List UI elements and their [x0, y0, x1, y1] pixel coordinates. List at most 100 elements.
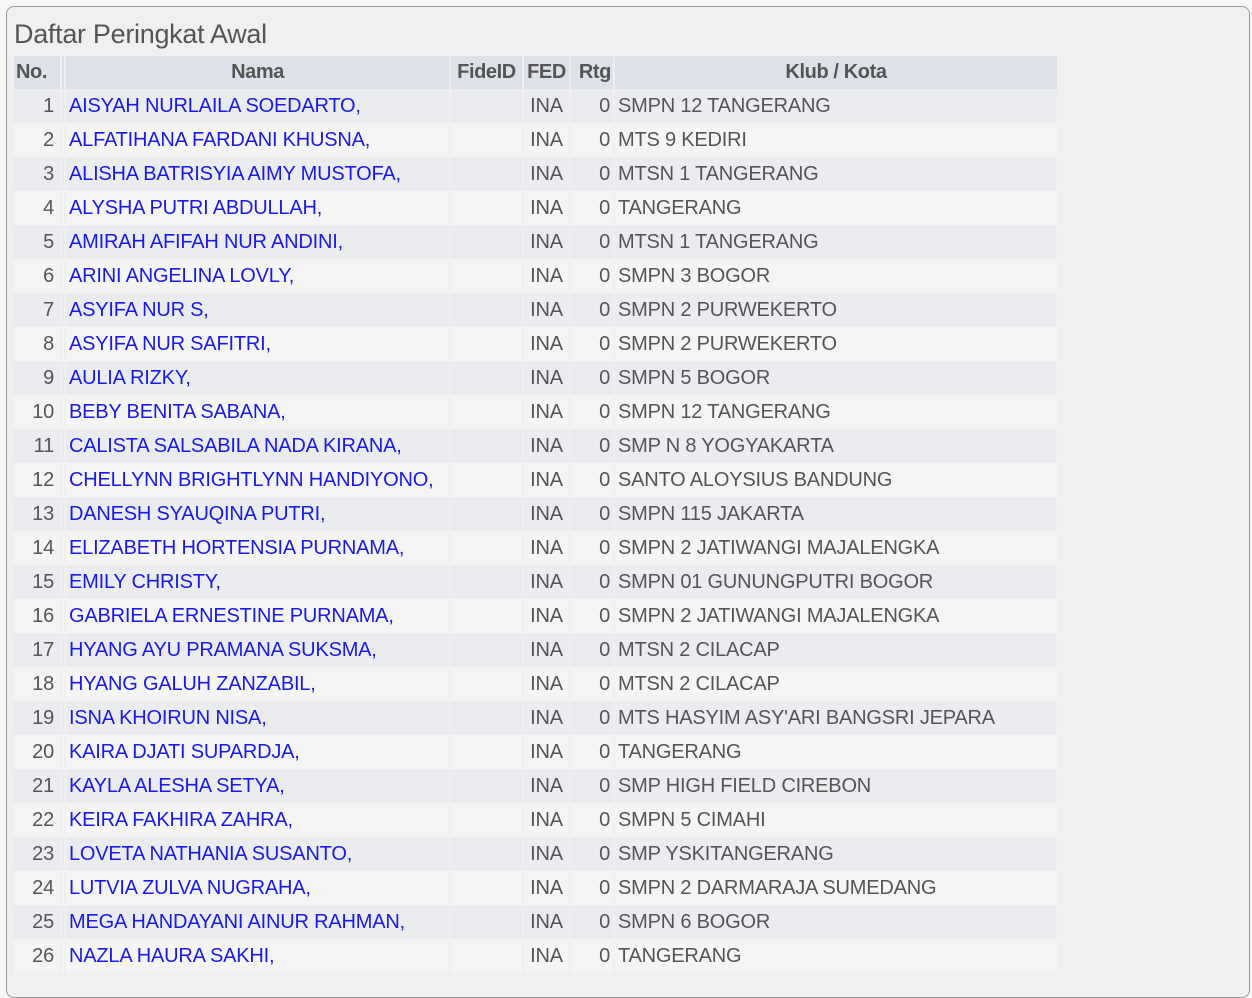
- ranking-table: No. Nama FideID FED Rtg Klub / Kota 1 AIS…: [12, 56, 1059, 973]
- player-link[interactable]: LUTVIA ZULVA NUGRAHA,: [69, 876, 311, 899]
- player-link[interactable]: MEGA HANDAYANI AINUR RAHMAN,: [69, 910, 405, 933]
- player-link[interactable]: AULIA RIZKY,: [69, 366, 191, 389]
- cell-fed: INA: [524, 497, 569, 531]
- cell-rtg: 0: [571, 939, 613, 973]
- cell-no: 8: [14, 327, 60, 361]
- player-link[interactable]: AISYAH NURLAILA SOEDARTO,: [69, 94, 361, 117]
- cell-club: SMPN 2 JATIWANGI MAJALENGKA: [615, 531, 1057, 565]
- cell-fed: INA: [524, 191, 569, 225]
- cell-spacer: [62, 531, 64, 565]
- player-link[interactable]: CALISTA SALSABILA NADA KIRANA,: [69, 434, 402, 457]
- cell-fed: INA: [524, 667, 569, 701]
- cell-club: SMPN 12 TANGERANG: [615, 89, 1057, 123]
- cell-fed: INA: [524, 157, 569, 191]
- player-link[interactable]: ASYIFA NUR SAFITRI,: [69, 332, 271, 355]
- cell-fideid: [451, 871, 522, 905]
- cell-rtg: 0: [571, 361, 613, 395]
- player-link[interactable]: ALISHA BATRISYIA AIMY MUSTOFA,: [69, 162, 401, 185]
- cell-spacer: [62, 429, 64, 463]
- cell-spacer: [62, 463, 64, 497]
- header-no: No.: [14, 56, 60, 89]
- player-link[interactable]: CHELLYNN BRIGHTLYNN HANDIYONO,: [69, 468, 434, 491]
- player-link[interactable]: ALYSHA PUTRI ABDULLAH,: [69, 196, 323, 219]
- player-link[interactable]: DANESH SYAUQINA PUTRI,: [69, 502, 326, 525]
- table-row: 19 ISNA KHOIRUN NISA, INA 0 MTS HASYIM ASY'A…: [14, 701, 1057, 735]
- player-link[interactable]: AMIRAH AFIFAH NUR ANDINI,: [69, 230, 343, 253]
- ranking-panel: Daftar Peringkat Awal No. Nama FideID FE…: [6, 6, 1250, 998]
- cell-rtg: 0: [571, 463, 613, 497]
- cell-fideid: [451, 191, 522, 225]
- player-link[interactable]: KAIRA DJATI SUPARDJA,: [69, 740, 300, 763]
- player-link[interactable]: HYANG GALUH ZANZABIL,: [69, 672, 316, 695]
- cell-fed: INA: [524, 633, 569, 667]
- cell-name: EMILY CHRISTY,: [66, 565, 449, 599]
- table-row: 20 KAIRA DJATI SUPARDJA, INA 0 TANGERANG: [14, 735, 1057, 769]
- cell-fideid: [451, 735, 522, 769]
- cell-fideid: [451, 837, 522, 871]
- table-row: 5 AMIRAH AFIFAH NUR ANDINI, INA 0 MTSN 1 TAN…: [14, 225, 1057, 259]
- cell-fideid: [451, 769, 522, 803]
- player-link[interactable]: ALFATIHANA FARDANI KHUSNA,: [69, 128, 371, 151]
- cell-club: TANGERANG: [615, 735, 1057, 769]
- cell-spacer: [62, 667, 64, 701]
- cell-spacer: [62, 157, 64, 191]
- cell-name: KEIRA FAKHIRA ZAHRA,: [66, 803, 449, 837]
- cell-name: AISYAH NURLAILA SOEDARTO,: [66, 89, 449, 123]
- cell-spacer: [62, 361, 64, 395]
- cell-fideid: [451, 905, 522, 939]
- cell-spacer: [62, 565, 64, 599]
- cell-no: 11: [14, 429, 60, 463]
- cell-fideid: [451, 429, 522, 463]
- cell-fideid: [451, 939, 522, 973]
- player-link[interactable]: ARINI ANGELINA LOVLY,: [69, 264, 295, 287]
- cell-club: SMPN 115 JAKARTA: [615, 497, 1057, 531]
- cell-club: MTSN 1 TANGERANG: [615, 225, 1057, 259]
- player-link[interactable]: HYANG AYU PRAMANA SUKSMA,: [69, 638, 377, 661]
- cell-fideid: [451, 565, 522, 599]
- cell-no: 5: [14, 225, 60, 259]
- cell-fideid: [451, 157, 522, 191]
- cell-name: AULIA RIZKY,: [66, 361, 449, 395]
- player-link[interactable]: BEBY BENITA SABANA,: [69, 400, 286, 423]
- cell-fed: INA: [524, 531, 569, 565]
- cell-no: 9: [14, 361, 60, 395]
- cell-rtg: 0: [571, 259, 613, 293]
- cell-club: MTS 9 KEDIRI: [615, 123, 1057, 157]
- cell-name: LUTVIA ZULVA NUGRAHA,: [66, 871, 449, 905]
- cell-club: SMPN 6 BOGOR: [615, 905, 1057, 939]
- cell-fideid: [451, 531, 522, 565]
- cell-fed: INA: [524, 871, 569, 905]
- cell-no: 18: [14, 667, 60, 701]
- cell-name: ELIZABETH HORTENSIA PURNAMA,: [66, 531, 449, 565]
- player-link[interactable]: KAYLA ALESHA SETYA,: [69, 774, 285, 797]
- cell-name: MEGA HANDAYANI AINUR RAHMAN,: [66, 905, 449, 939]
- player-link[interactable]: KEIRA FAKHIRA ZAHRA,: [69, 808, 293, 831]
- cell-fed: INA: [524, 429, 569, 463]
- cell-rtg: 0: [571, 225, 613, 259]
- cell-fideid: [451, 123, 522, 157]
- cell-club: SMPN 12 TANGERANG: [615, 395, 1057, 429]
- cell-fed: INA: [524, 89, 569, 123]
- cell-club: SMP HIGH FIELD CIREBON: [615, 769, 1057, 803]
- cell-spacer: [62, 327, 64, 361]
- table-row: 8 ASYIFA NUR SAFITRI, INA 0 SMPN 2 PURWEKERT…: [14, 327, 1057, 361]
- cell-rtg: 0: [571, 837, 613, 871]
- cell-fed: INA: [524, 123, 569, 157]
- table-row: 7 ASYIFA NUR S, INA 0 SMPN 2 PURWEKERTO: [14, 293, 1057, 327]
- cell-no: 12: [14, 463, 60, 497]
- player-link[interactable]: GABRIELA ERNESTINE PURNAMA,: [69, 604, 394, 627]
- player-link[interactable]: EMILY CHRISTY,: [69, 570, 221, 593]
- player-link[interactable]: ISNA KHOIRUN NISA,: [69, 706, 267, 729]
- table-row: 6 ARINI ANGELINA LOVLY, INA 0 SMPN 3 BOGOR: [14, 259, 1057, 293]
- cell-spacer: [62, 89, 64, 123]
- cell-rtg: 0: [571, 633, 613, 667]
- cell-fed: INA: [524, 837, 569, 871]
- player-link[interactable]: NAZLA HAURA SAKHI,: [69, 944, 275, 967]
- cell-no: 10: [14, 395, 60, 429]
- player-link[interactable]: ELIZABETH HORTENSIA PURNAMA,: [69, 536, 405, 559]
- player-link[interactable]: ASYIFA NUR S,: [69, 298, 209, 321]
- table-row: 21 KAYLA ALESHA SETYA, INA 0 SMP HIGH FIELD …: [14, 769, 1057, 803]
- cell-rtg: 0: [571, 191, 613, 225]
- cell-name: ALISHA BATRISYIA AIMY MUSTOFA,: [66, 157, 449, 191]
- player-link[interactable]: LOVETA NATHANIA SUSANTO,: [69, 842, 353, 865]
